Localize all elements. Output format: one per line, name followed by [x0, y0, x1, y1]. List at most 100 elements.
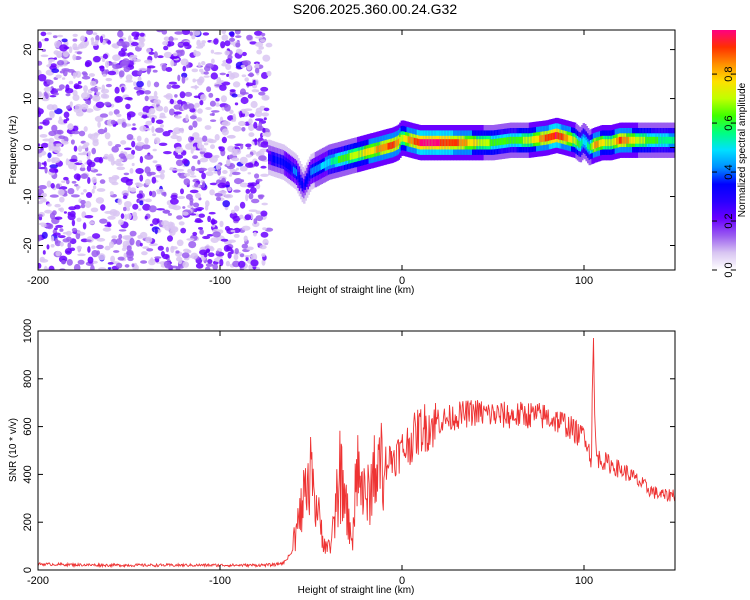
noise-speckle [55, 74, 62, 79]
noise-speckle [125, 74, 133, 82]
ridge-cell [364, 149, 367, 156]
ridge-cell [581, 139, 584, 147]
noise-speckle [168, 81, 178, 85]
ridge-cell [322, 162, 325, 169]
ridge-cell [501, 138, 504, 145]
ridge-cell [562, 133, 565, 141]
noise-speckle [209, 113, 215, 116]
ridge-cell [550, 133, 553, 141]
noise-speckle [38, 262, 42, 269]
noise-speckle [202, 135, 208, 142]
spectrogram-x-ticks: -200 -100 0 100 [27, 30, 593, 287]
noise-speckle [211, 58, 215, 64]
noise-speckle [47, 141, 54, 149]
ridge-cell [354, 151, 357, 159]
noise-speckle [96, 188, 106, 192]
noise-speckle [153, 51, 158, 59]
ridge-cell [291, 165, 294, 173]
colorbar-tick: 0.8 [712, 66, 736, 82]
ridge-cell [345, 154, 348, 162]
noise-speckle [205, 244, 211, 250]
noise-speckle [130, 187, 137, 193]
noise-speckle [89, 80, 97, 87]
noise-speckle [254, 173, 260, 179]
noise-speckle [203, 251, 208, 258]
ridge-cell [540, 135, 543, 143]
y-tick-label: 0 [22, 144, 34, 150]
noise-speckle [102, 53, 108, 60]
noise-speckle [229, 109, 234, 115]
noise-speckle [215, 196, 222, 201]
ridge-cell [585, 140, 588, 148]
noise-speckle [153, 90, 158, 97]
ridge-cell [614, 138, 618, 145]
ridge-cell [571, 136, 574, 143]
noise-speckle [258, 122, 263, 129]
noise-speckle [221, 34, 229, 41]
noise-speckle [73, 164, 77, 171]
x-tick: -100 [209, 331, 231, 587]
ridge-cell [578, 140, 581, 148]
noise-speckle [139, 32, 145, 37]
noise-speckle [213, 52, 223, 55]
ridge-cell [306, 176, 309, 184]
noise-speckle [68, 80, 74, 85]
noise-speckle [127, 256, 134, 262]
ridge-cell [473, 139, 476, 147]
noise-speckle [257, 242, 262, 247]
noise-speckle [85, 147, 89, 152]
ridge-cell [346, 153, 350, 161]
noise-speckle [248, 193, 254, 200]
ridge-cell [387, 142, 390, 150]
noise-speckle [54, 92, 59, 96]
noise-speckle [117, 118, 123, 125]
noise-speckle [170, 226, 179, 233]
noise-speckle [192, 155, 199, 160]
y-tick: 400 [22, 465, 675, 484]
noise-speckle [155, 119, 164, 125]
noise-speckle [193, 202, 200, 208]
noise-speckle [65, 93, 71, 97]
noise-speckle [63, 119, 68, 124]
noise-speckle [255, 107, 263, 114]
noise-speckle [90, 264, 95, 270]
noise-speckle [163, 106, 169, 113]
noise-speckle [42, 119, 50, 126]
noise-speckle [111, 43, 118, 48]
ridge-cell [543, 134, 546, 142]
noise-speckle [122, 244, 128, 250]
noise-speckle [231, 157, 240, 162]
noise-speckle [224, 50, 230, 56]
noise-speckle [38, 70, 41, 75]
ridge-cell [429, 139, 433, 147]
noise-speckle [46, 158, 52, 163]
ridge-cell [326, 159, 329, 167]
noise-speckle [112, 210, 121, 217]
noise-speckle [80, 103, 89, 110]
y-tick: 200 [22, 513, 675, 531]
ridge-cell [454, 139, 457, 147]
noise-speckle [160, 124, 164, 128]
noise-speckle [121, 121, 127, 128]
noise-speckle [214, 134, 220, 141]
noise-speckle [116, 158, 124, 162]
ridge-cell [522, 136, 526, 144]
ridge-cell [340, 155, 344, 163]
noise-speckle [85, 99, 90, 105]
noise-speckle [166, 84, 172, 90]
noise-speckle [139, 242, 143, 247]
noise-speckle [123, 172, 130, 176]
noise-speckle [124, 201, 132, 208]
noise-speckle [43, 161, 47, 168]
noise-speckle [255, 210, 262, 215]
ridge-cell [450, 139, 453, 147]
ridge-cell [348, 153, 351, 161]
noise-speckle [266, 70, 272, 77]
noise-speckle [189, 189, 199, 194]
noise-speckle [59, 241, 64, 247]
noise-speckle [160, 251, 165, 257]
snr-x-ticks: -200 -100 0 100 [27, 331, 593, 587]
ridge-cell [349, 153, 353, 160]
noise-speckle [202, 235, 211, 240]
noise-speckle [221, 136, 227, 144]
